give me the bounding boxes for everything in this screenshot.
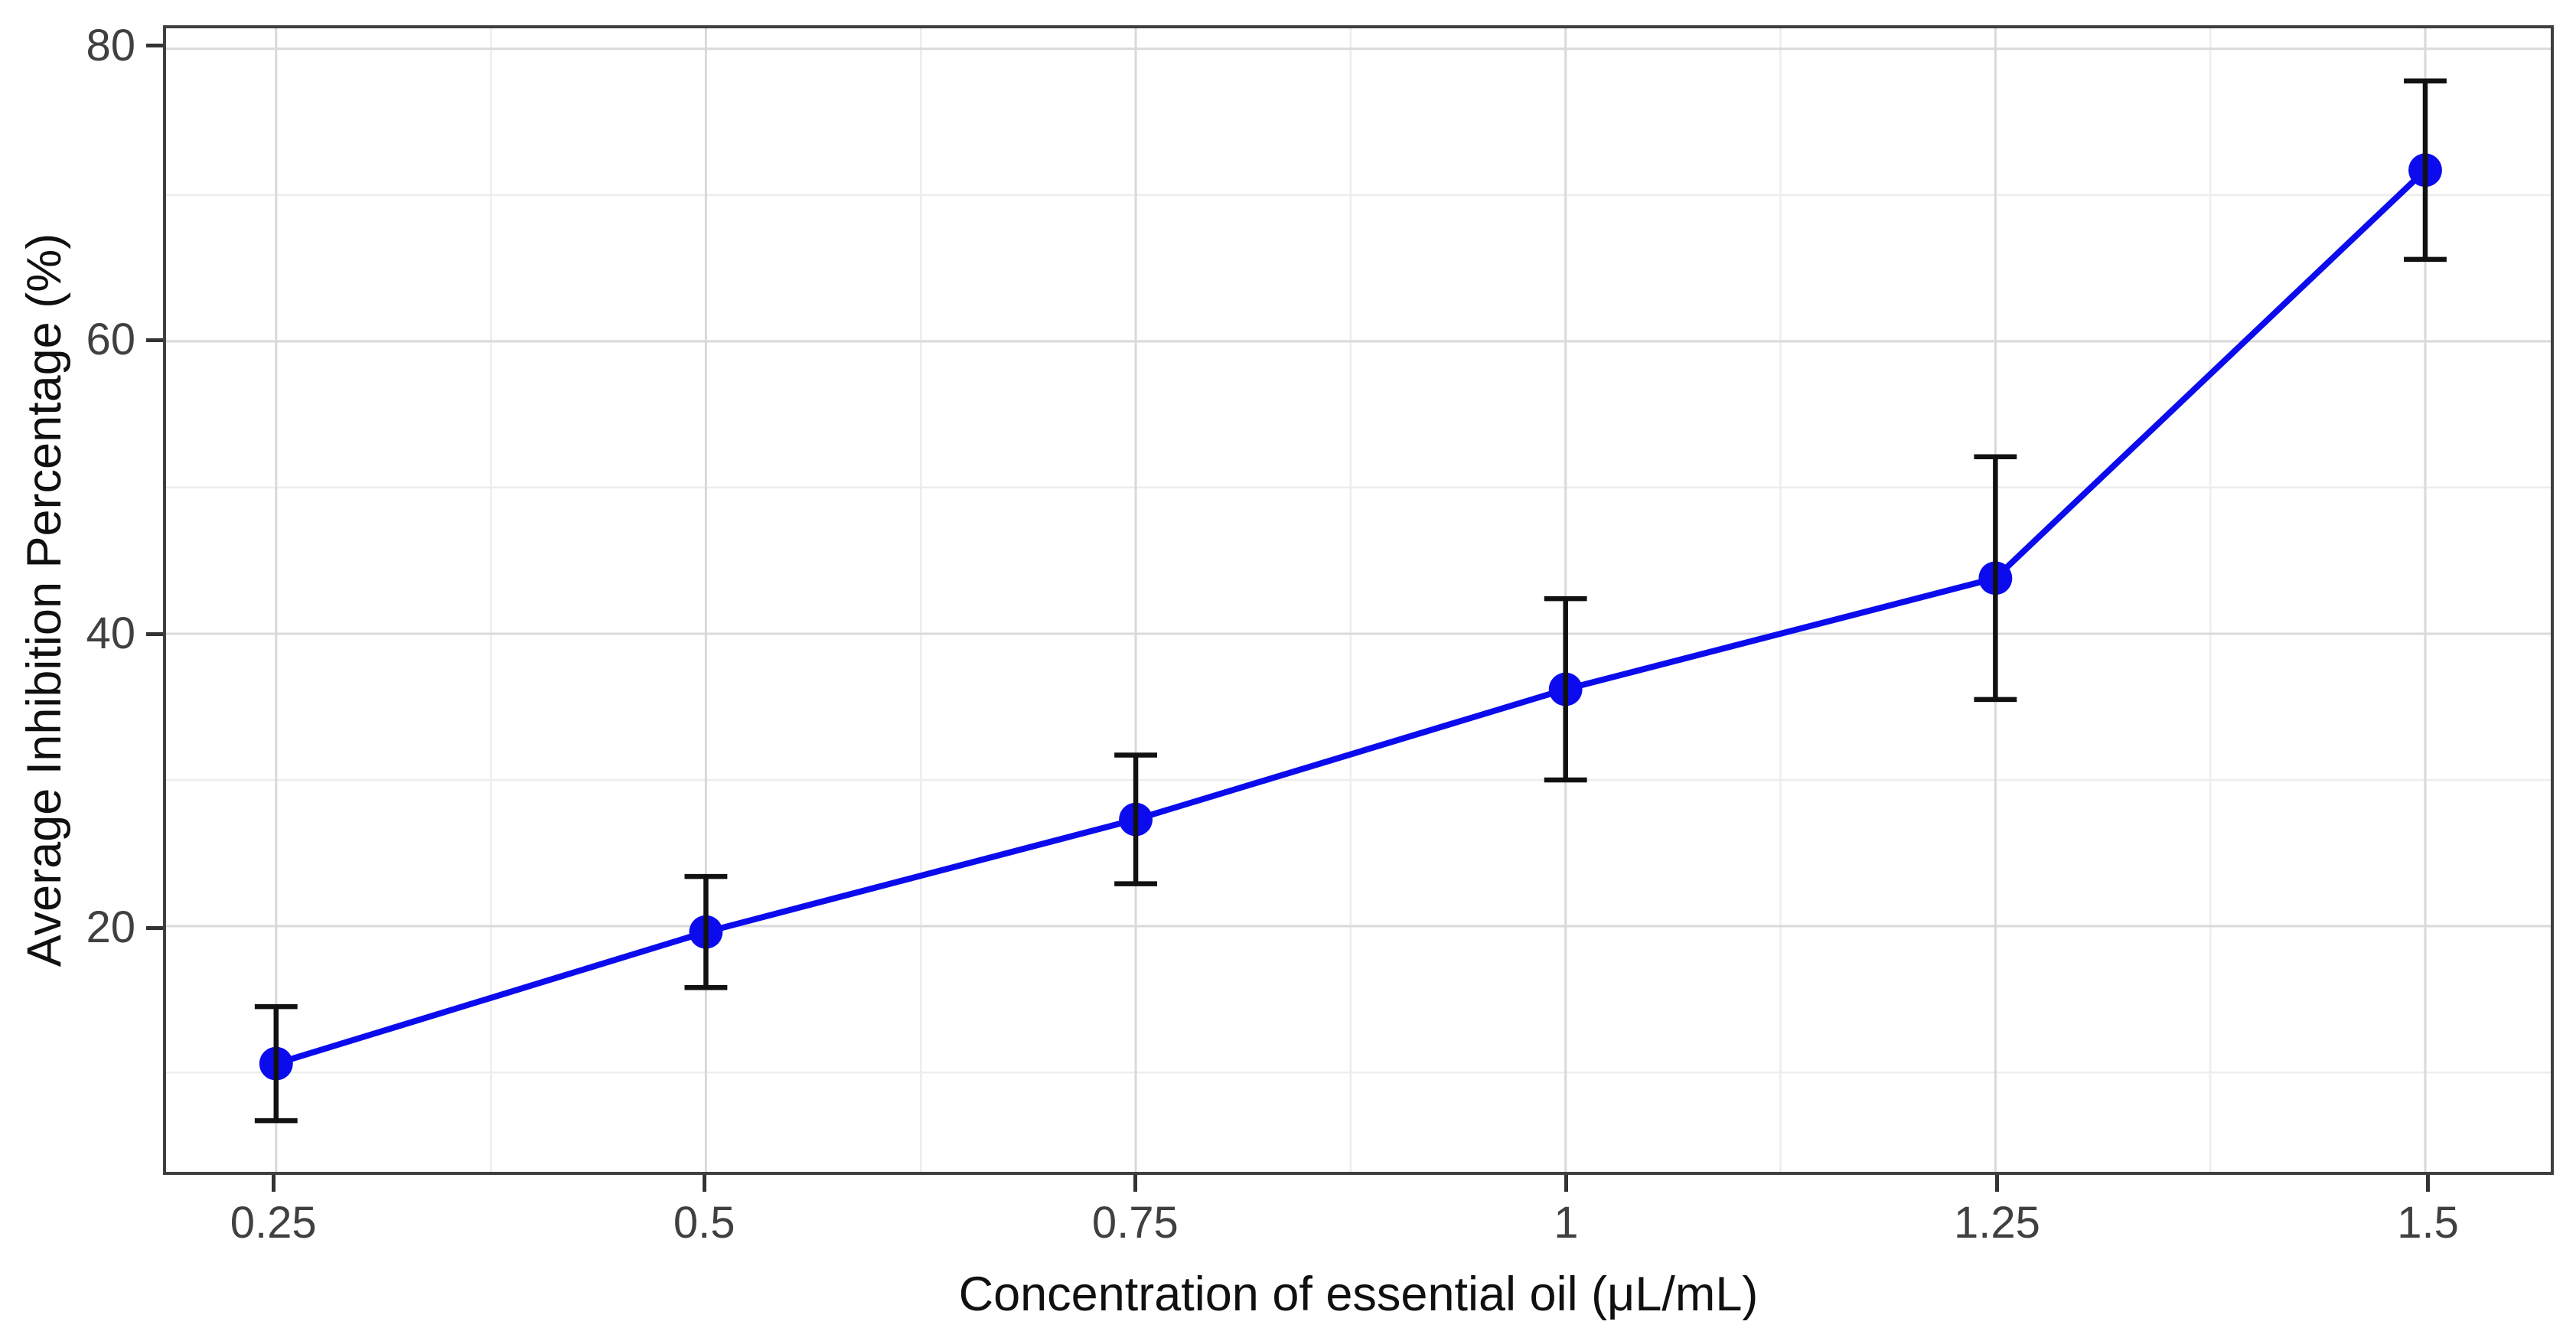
- x-axis-tick-label: 0.25: [230, 1198, 317, 1248]
- y-axis-tick-label: 40: [86, 609, 135, 659]
- x-axis-tick: [2426, 1175, 2431, 1192]
- x-axis-tick: [1994, 1175, 1999, 1192]
- y-axis-tick: [146, 338, 163, 342]
- plot-panel: [163, 25, 2554, 1175]
- y-axis-tick-label: 80: [86, 20, 135, 70]
- x-axis-tick-label: 1: [1554, 1198, 1579, 1248]
- x-axis-tick: [271, 1175, 276, 1192]
- x-axis-tick: [702, 1175, 706, 1192]
- x-axis-title: Concentration of essential oil (μL/mL): [958, 1268, 1759, 1321]
- plot-svg: [166, 28, 2551, 1172]
- data-line: [272, 167, 2428, 1067]
- y-axis-tick: [146, 631, 163, 636]
- x-axis-tick-label: 0.75: [1091, 1198, 1179, 1248]
- y-axis-tick-label: 20: [86, 902, 135, 953]
- y-axis-tick-label: 60: [86, 315, 135, 365]
- x-axis-tick: [1133, 1175, 1137, 1192]
- y-axis-tick: [146, 925, 163, 930]
- x-axis-tick-label: 1.5: [2397, 1198, 2459, 1248]
- x-axis-tick-label: 0.5: [673, 1198, 735, 1248]
- y-axis-title: Average Inhibition Percentage (%): [18, 233, 71, 967]
- x-axis-tick-label: 1.25: [1954, 1198, 2040, 1248]
- x-axis-tick: [1564, 1175, 1568, 1192]
- y-axis-tick: [146, 44, 163, 48]
